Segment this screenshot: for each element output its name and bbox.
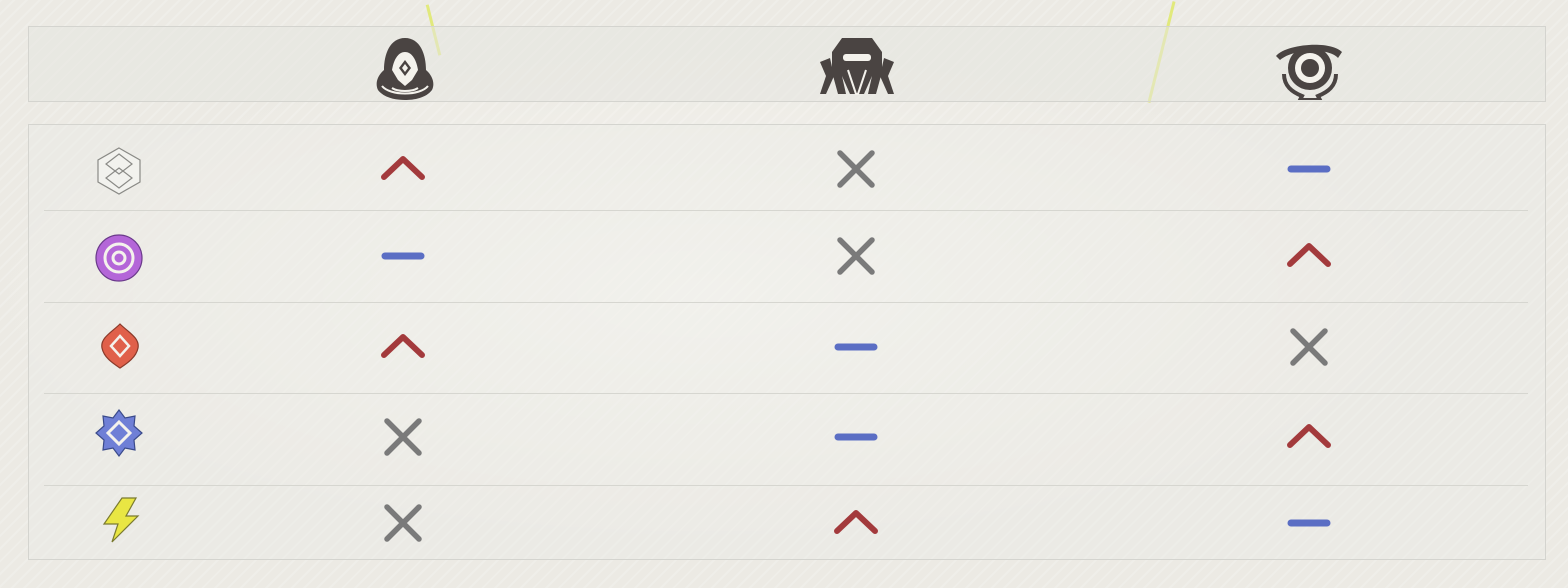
immune-mark-icon <box>379 499 427 547</box>
neutral-mark-icon <box>1285 499 1333 547</box>
lightning-bolt-icon[interactable] <box>98 496 142 544</box>
immune-mark-icon <box>832 145 880 193</box>
table-row <box>44 394 1528 486</box>
immune-mark-icon <box>379 413 427 461</box>
advantage-mark-icon <box>1285 413 1333 461</box>
table-row <box>44 211 1528 303</box>
neutral-mark-icon <box>832 323 880 371</box>
armored-helm-icon[interactable] <box>818 36 896 96</box>
starburst-diamond-icon[interactable] <box>94 408 144 458</box>
flame-diamond-icon[interactable] <box>98 322 142 370</box>
neutral-mark-icon <box>832 413 880 461</box>
advantage-mark-icon <box>379 145 427 193</box>
advantage-mark-icon <box>379 323 427 371</box>
immune-mark-icon <box>1285 323 1333 371</box>
layered-diamond-icon[interactable] <box>96 146 142 196</box>
eye-sentinel-icon[interactable] <box>1272 38 1344 100</box>
neutral-mark-icon <box>379 232 427 280</box>
advantage-mark-icon <box>1285 232 1333 280</box>
concentric-ring-icon[interactable] <box>94 233 144 283</box>
immune-mark-icon <box>832 232 880 280</box>
table-row <box>44 124 1528 211</box>
neutral-mark-icon <box>1285 145 1333 193</box>
matchup-table <box>28 124 1546 560</box>
table-row <box>44 303 1528 394</box>
advantage-mark-icon <box>832 499 880 547</box>
hooded-figure-icon[interactable] <box>372 36 438 100</box>
